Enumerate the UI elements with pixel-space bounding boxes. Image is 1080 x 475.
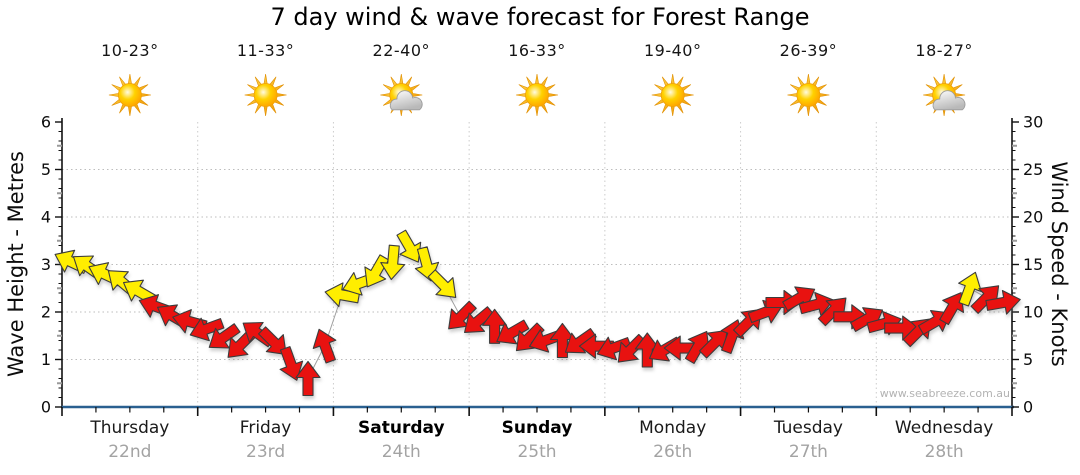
wind-arrow [958, 271, 982, 307]
wind-arrow [257, 326, 287, 355]
cloud-icon [389, 90, 423, 111]
right-tick-label: 0 [1023, 398, 1033, 417]
right-tick-label: 25 [1023, 160, 1043, 179]
wind-arrow [464, 306, 495, 333]
right-tick-label: 30 [1023, 113, 1043, 132]
wind-arrow [189, 317, 225, 342]
wind-arrow [578, 333, 614, 359]
watermark: www.seabreeze.com.au [879, 387, 1010, 400]
sun-icon [108, 73, 151, 117]
wind-arrow [496, 319, 530, 345]
right-tick-label: 20 [1023, 208, 1043, 227]
axis-tick-labels: 0 1 2 3 4 5 6 0 5 10 15 20 25 30 [41, 113, 1044, 417]
wind-arrow [279, 346, 304, 381]
wind-arrow [549, 322, 575, 359]
wind-arrow [596, 336, 632, 361]
weather-icons [108, 73, 966, 117]
wind-arrow [985, 289, 1021, 315]
day-name-label: Tuesday [773, 418, 843, 438]
day-temp-label: 10-23° [101, 41, 159, 60]
day-date-label: 28th [924, 442, 964, 462]
wind-arrow [817, 297, 847, 327]
day-temp-label: 18-27° [915, 41, 973, 60]
right-tick-label: 5 [1023, 350, 1033, 369]
left-tick-label: 3 [41, 255, 51, 274]
right-tick-label: 10 [1023, 303, 1043, 322]
day-temp-label: 16-33° [508, 41, 566, 60]
chart-title: 7 day wind & wave forecast for Forest Ra… [270, 3, 810, 31]
day-temp-label: 26-39° [779, 41, 838, 60]
left-axis-title: Wave Height - Metres [4, 151, 28, 377]
sun-icon [651, 73, 694, 117]
wind-arrow [396, 229, 422, 263]
sun-cloud-icon [923, 73, 966, 117]
wind-arrow [427, 269, 457, 298]
day-date-label: 23rd [246, 442, 286, 462]
axes [55, 118, 1019, 416]
gridlines [62, 122, 1012, 407]
sun-icon [515, 73, 559, 117]
wind-arrow [312, 328, 337, 364]
day-date-label: 24th [381, 442, 421, 462]
day-temp-label: 19-40° [643, 41, 702, 60]
left-tick-label: 1 [41, 350, 51, 369]
day-name-label: Monday [639, 418, 707, 438]
wind-arrow [970, 285, 1000, 314]
sun-icon [244, 73, 287, 117]
day-date-label: 26th [653, 442, 693, 462]
wind-arrow [634, 332, 660, 368]
day-name-label: Wednesday [894, 418, 994, 438]
left-tick-label: 0 [41, 398, 51, 417]
day-date-label: 27th [788, 442, 828, 462]
left-tick-label: 4 [41, 208, 51, 227]
day-temp-label: 22-40° [372, 41, 431, 60]
left-tick-label: 5 [41, 160, 51, 179]
wind-arrows [54, 229, 1021, 397]
wind-arrow [684, 330, 710, 364]
wind-arrow [448, 300, 477, 330]
wind-arrow [295, 360, 321, 397]
day-name-label: Sunday [501, 418, 573, 438]
left-tick-label: 2 [41, 303, 51, 322]
cloud-icon [932, 90, 966, 111]
wind-arrow [380, 244, 406, 281]
day-date-label: 25th [517, 442, 557, 462]
wind-arrow [208, 323, 241, 349]
day-name-label: Friday [239, 418, 292, 438]
left-tick-label: 6 [41, 113, 51, 132]
wind-arrow [617, 333, 647, 363]
day-name-label: Thursday [90, 418, 170, 438]
day-temp-label: 11-33° [236, 41, 295, 60]
right-tick-label: 15 [1023, 255, 1043, 274]
day-name-label: Saturday [358, 418, 445, 438]
wind-arrow [798, 292, 834, 317]
day-date-label: 22nd [108, 442, 152, 462]
right-axis-title: Wind Speed - Knots [1047, 161, 1071, 367]
sun-cloud-icon [380, 73, 423, 117]
sun-icon [787, 73, 830, 117]
